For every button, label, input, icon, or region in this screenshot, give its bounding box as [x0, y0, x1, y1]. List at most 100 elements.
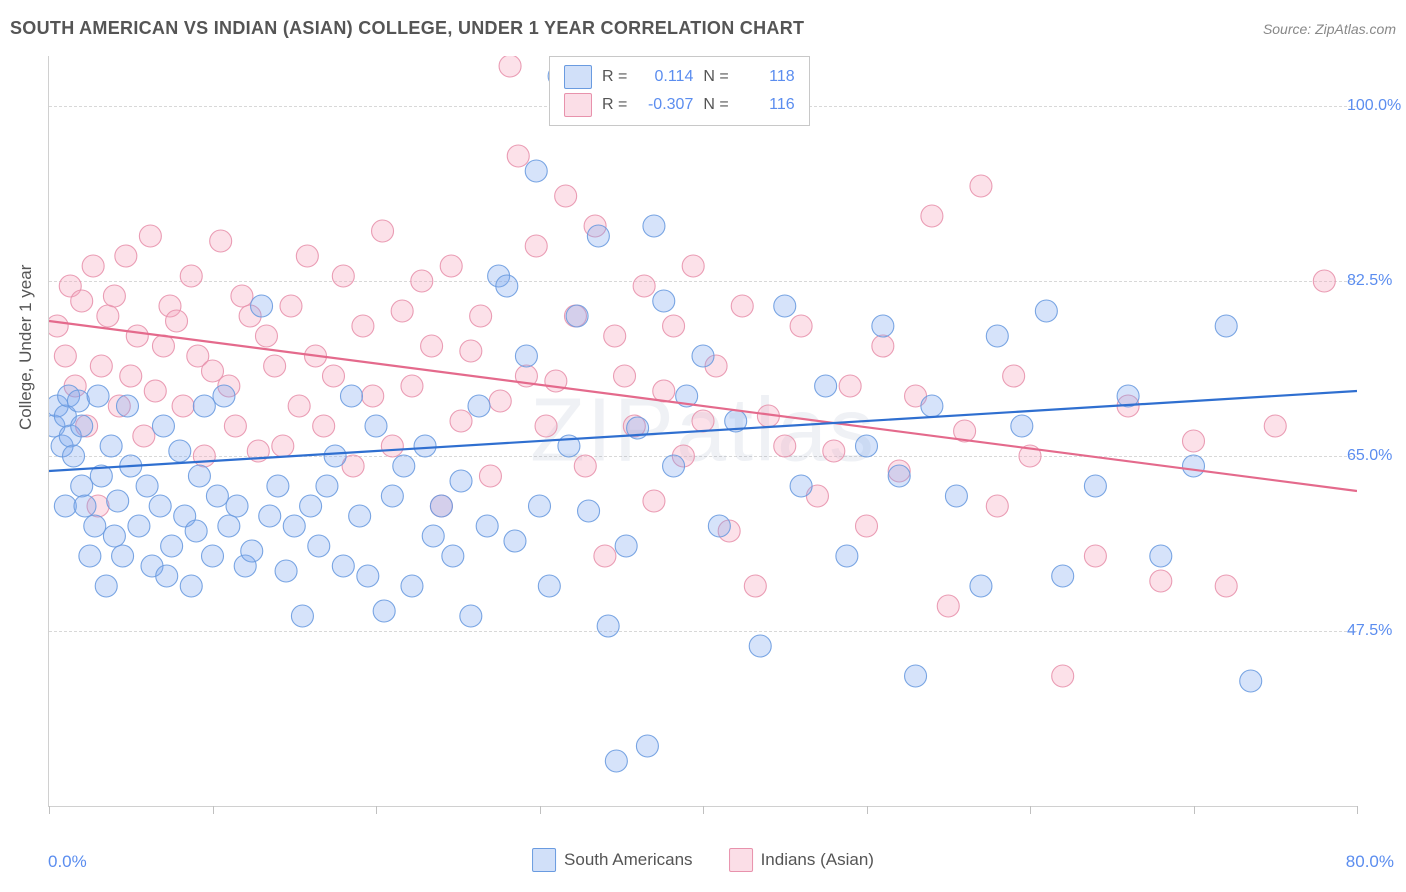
data-point: [63, 445, 85, 467]
data-point: [90, 355, 112, 377]
data-point: [1150, 570, 1172, 592]
data-point: [218, 515, 240, 537]
data-point: [1084, 545, 1106, 567]
data-point: [535, 415, 557, 437]
data-point: [1084, 475, 1106, 497]
stats-r-label-b: R =: [602, 96, 627, 114]
data-point: [365, 415, 387, 437]
xaxis-min-label: 0.0%: [48, 852, 87, 872]
data-point: [538, 575, 560, 597]
data-point: [970, 575, 992, 597]
data-point: [332, 555, 354, 577]
data-point: [300, 495, 322, 517]
data-point: [605, 750, 627, 772]
data-point: [731, 295, 753, 317]
data-point: [643, 215, 665, 237]
data-point: [210, 230, 232, 252]
xtick: [213, 806, 214, 814]
data-point: [578, 500, 600, 522]
data-point: [597, 615, 619, 637]
data-point: [231, 285, 253, 307]
data-point: [357, 565, 379, 587]
data-point: [139, 225, 161, 247]
data-point: [986, 325, 1008, 347]
data-point: [489, 390, 511, 412]
data-point: [594, 545, 616, 567]
data-point: [411, 270, 433, 292]
data-point: [872, 335, 894, 357]
data-point: [504, 530, 526, 552]
bottom-legend: South Americans Indians (Asian): [532, 848, 874, 872]
data-point: [682, 255, 704, 277]
data-point: [643, 490, 665, 512]
plot-area: ZIPatlas R = 0.114 N = 118 R = -0.307 N …: [48, 56, 1357, 807]
data-point: [450, 410, 472, 432]
stats-box: R = 0.114 N = 118 R = -0.307 N = 116: [549, 56, 810, 126]
data-point: [152, 335, 174, 357]
data-point: [921, 395, 943, 417]
data-point: [476, 515, 498, 537]
data-point: [774, 295, 796, 317]
data-point: [241, 540, 263, 562]
data-point: [692, 345, 714, 367]
data-point: [324, 445, 346, 467]
data-point: [945, 485, 967, 507]
data-point: [372, 220, 394, 242]
data-point: [815, 375, 837, 397]
data-point: [1240, 670, 1262, 692]
data-point: [970, 175, 992, 197]
data-point: [615, 535, 637, 557]
legend-swatch-b: [729, 848, 753, 872]
data-point: [226, 495, 248, 517]
data-point: [440, 255, 462, 277]
data-point: [1183, 455, 1205, 477]
data-point: [255, 325, 277, 347]
data-point: [986, 495, 1008, 517]
data-point: [856, 515, 878, 537]
data-point: [259, 505, 281, 527]
data-point: [332, 265, 354, 287]
data-point: [291, 605, 313, 627]
stats-n-label-b: N =: [703, 96, 728, 114]
data-point: [126, 325, 148, 347]
data-point: [283, 515, 305, 537]
data-point: [422, 525, 444, 547]
stats-row-b: R = -0.307 N = 116: [564, 91, 795, 119]
data-point: [470, 305, 492, 327]
legend-item-a: South Americans: [532, 848, 693, 872]
data-point: [251, 295, 273, 317]
data-point: [322, 365, 344, 387]
stats-row-a: R = 0.114 N = 118: [564, 63, 795, 91]
data-point: [169, 440, 191, 462]
data-point: [313, 415, 335, 437]
data-point: [206, 485, 228, 507]
data-point: [54, 495, 76, 517]
legend-label-b: Indians (Asian): [761, 850, 874, 870]
chart-title: SOUTH AMERICAN VS INDIAN (ASIAN) COLLEGE…: [10, 18, 804, 39]
stats-r-label-a: R =: [602, 68, 627, 86]
data-point: [49, 315, 68, 337]
data-point: [340, 385, 362, 407]
xaxis-max-label: 80.0%: [1346, 852, 1394, 872]
data-point: [421, 335, 443, 357]
data-point: [856, 435, 878, 457]
data-point: [790, 475, 812, 497]
data-point: [872, 315, 894, 337]
xtick: [376, 806, 377, 814]
data-point: [202, 545, 224, 567]
data-point: [692, 410, 714, 432]
data-point: [1150, 545, 1172, 567]
data-point: [823, 440, 845, 462]
legend-item-b: Indians (Asian): [729, 848, 874, 872]
data-point: [362, 385, 384, 407]
data-point: [152, 415, 174, 437]
data-point: [450, 470, 472, 492]
stats-n-label-a: N =: [703, 68, 728, 86]
data-point: [566, 305, 588, 327]
data-point: [193, 445, 215, 467]
data-point: [633, 275, 655, 297]
data-point: [401, 375, 423, 397]
data-point: [391, 300, 413, 322]
data-point: [1183, 430, 1205, 452]
data-point: [54, 345, 76, 367]
